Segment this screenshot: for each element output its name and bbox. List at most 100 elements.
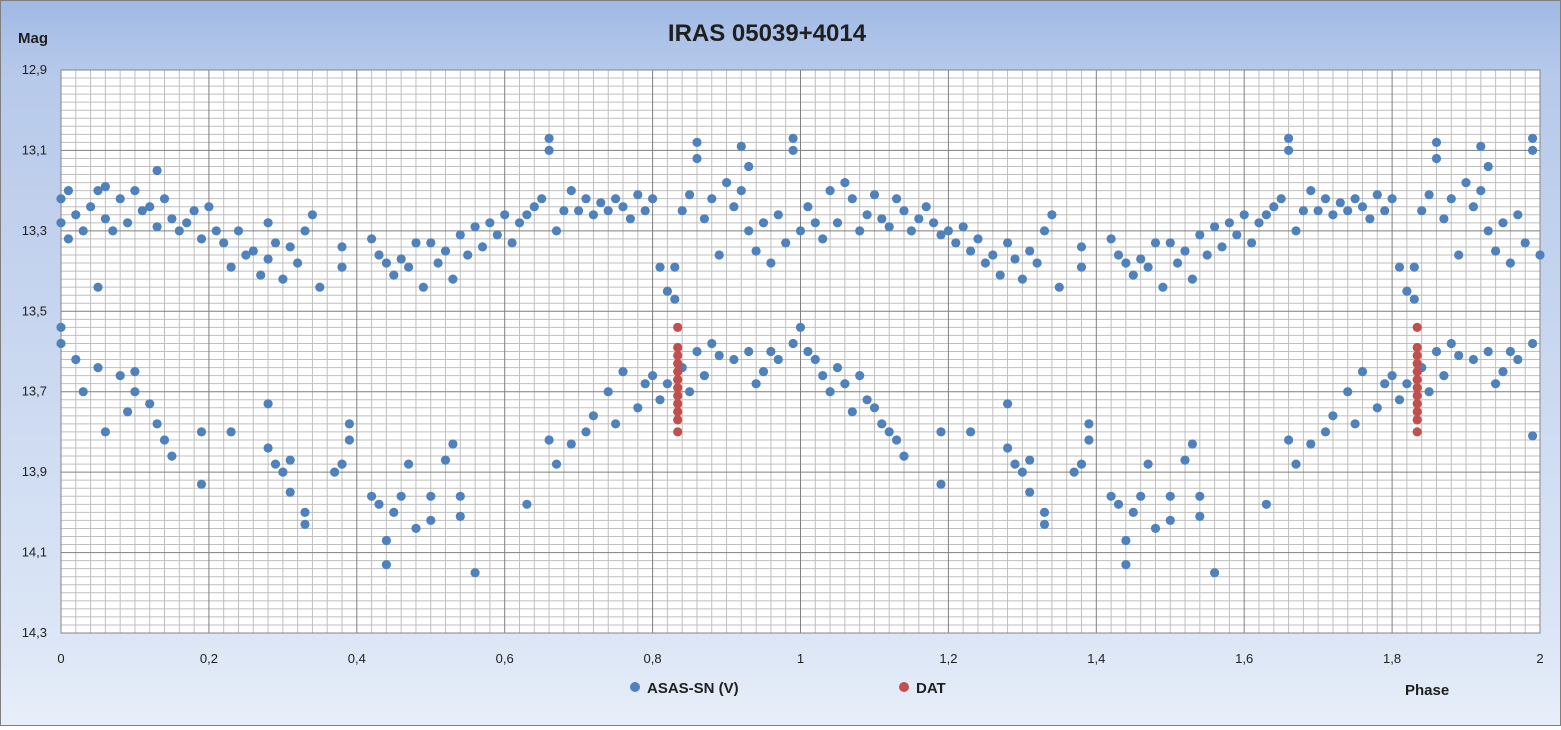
data-point <box>722 178 732 188</box>
data-point <box>673 391 683 401</box>
data-point <box>1261 499 1271 509</box>
data-point <box>544 133 554 143</box>
data-point <box>1431 153 1442 164</box>
data-point <box>1003 443 1013 453</box>
data-point <box>404 459 414 469</box>
data-point <box>1439 371 1449 381</box>
data-point <box>673 427 683 437</box>
data-point <box>1439 214 1449 224</box>
data-point <box>507 238 517 248</box>
data-point <box>673 415 683 425</box>
data-point <box>367 491 377 501</box>
data-point <box>108 226 118 236</box>
data-point <box>1113 499 1124 509</box>
series-asas-sn <box>56 133 1545 578</box>
data-point <box>1483 161 1493 172</box>
data-point <box>1528 145 1538 155</box>
data-point <box>892 194 902 204</box>
data-point <box>1195 230 1205 240</box>
data-point <box>1372 190 1382 200</box>
data-point <box>396 491 406 501</box>
data-point <box>1513 210 1523 220</box>
data-point <box>921 202 931 212</box>
data-point <box>1513 354 1523 365</box>
data-point <box>500 210 510 220</box>
data-point <box>662 286 673 296</box>
data-point <box>1412 383 1422 393</box>
data-point <box>152 165 162 176</box>
data-point <box>744 346 754 357</box>
data-point <box>256 270 266 280</box>
data-point <box>1165 238 1175 248</box>
data-point <box>1535 250 1545 260</box>
data-point <box>625 214 636 224</box>
data-point <box>751 246 761 256</box>
data-point <box>840 178 850 188</box>
data-point <box>958 222 968 232</box>
data-point <box>1476 141 1486 151</box>
data-point <box>818 371 828 381</box>
data-point <box>389 507 399 517</box>
data-point <box>1143 262 1153 272</box>
data-point <box>56 194 66 204</box>
data-point <box>1446 194 1456 204</box>
data-point <box>906 226 917 236</box>
legend-marker-dat <box>899 682 909 692</box>
x-tick-labels: 0 0,2 0,4 0,6 0,8 1 1,2 1,4 1,6 1,8 2 <box>57 651 1543 666</box>
data-point <box>1025 455 1035 465</box>
data-point <box>470 568 480 578</box>
data-point <box>123 218 133 228</box>
data-point <box>1454 250 1464 260</box>
data-point <box>832 363 843 373</box>
data-point <box>174 226 184 236</box>
data-point <box>1039 519 1050 530</box>
data-point <box>736 186 746 196</box>
data-point <box>929 218 939 228</box>
data-point <box>1069 467 1079 477</box>
data-point <box>1291 226 1301 236</box>
data-point <box>167 451 177 461</box>
data-point <box>685 190 695 200</box>
series-dat <box>673 322 1422 437</box>
data-point <box>514 218 525 228</box>
data-point <box>855 226 865 236</box>
data-point <box>315 282 325 292</box>
data-point <box>618 202 628 212</box>
data-point <box>1380 206 1390 216</box>
data-point <box>1010 254 1020 264</box>
data-point <box>1350 419 1360 429</box>
data-point <box>744 161 754 172</box>
data-point <box>1158 282 1168 292</box>
data-point <box>1491 379 1501 389</box>
data-point <box>1076 242 1087 252</box>
data-point <box>56 218 66 228</box>
data-point <box>1128 507 1138 517</box>
data-point <box>300 226 310 236</box>
data-point <box>673 322 683 332</box>
data-point <box>847 194 857 204</box>
data-point <box>78 226 88 236</box>
data-point <box>300 519 310 530</box>
data-point <box>1047 210 1057 220</box>
data-point <box>123 407 133 417</box>
y-tick-label: 14,3 <box>22 625 47 640</box>
data-point <box>522 210 532 220</box>
data-point <box>56 322 66 332</box>
data-point <box>1291 459 1301 469</box>
data-point <box>936 230 946 240</box>
data-point <box>581 427 591 437</box>
data-point <box>685 387 695 397</box>
data-point <box>426 491 436 501</box>
x-tick-label: 0,2 <box>200 651 218 666</box>
data-point <box>566 186 576 196</box>
x-axis-label: Phase <box>1405 682 1449 699</box>
data-point <box>1528 133 1538 143</box>
data-point <box>707 338 717 349</box>
y-tick-label: 13,1 <box>22 142 47 157</box>
y-tick-label: 14,1 <box>22 545 47 560</box>
data-point <box>551 226 562 236</box>
data-point <box>1380 379 1390 389</box>
data-point <box>840 379 850 389</box>
data-point <box>673 342 683 353</box>
